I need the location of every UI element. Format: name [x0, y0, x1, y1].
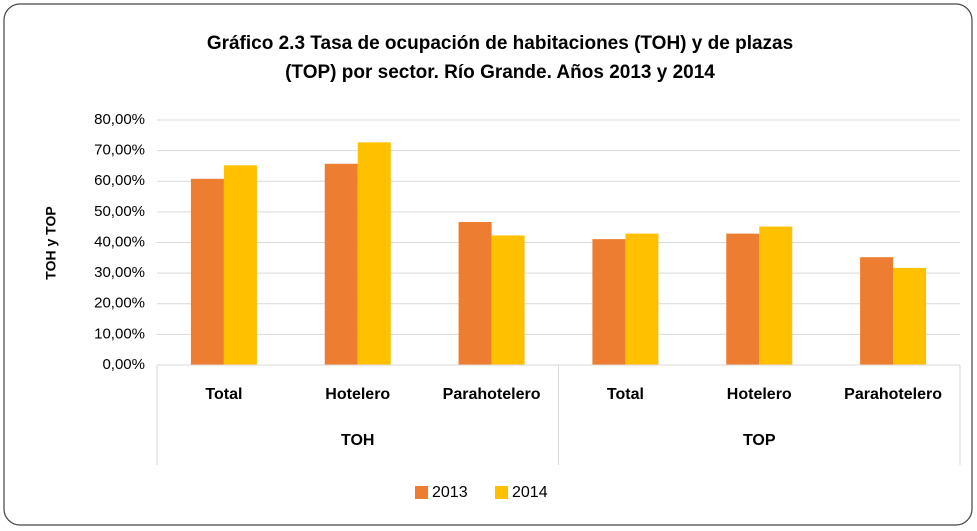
y-tick-label: 10,00%: [94, 325, 145, 342]
y-tick-label: 70,00%: [94, 142, 145, 159]
bar: [592, 239, 626, 365]
legend-label: 2013: [432, 484, 468, 501]
y-tick-label: 80,00%: [94, 111, 145, 128]
x-tick-label: Hotelero: [727, 386, 792, 403]
y-tick-label: 20,00%: [94, 295, 145, 312]
y-tick-label: 30,00%: [94, 264, 145, 281]
legend-swatch: [415, 486, 428, 499]
x-tick-label: Total: [205, 386, 242, 403]
bar: [625, 233, 659, 365]
group-label: TOP: [743, 432, 776, 449]
x-tick-label: Parahotelero: [844, 386, 942, 403]
bar: [223, 165, 257, 365]
bar: [357, 142, 391, 365]
bar: [759, 226, 793, 365]
y-tick-label: 60,00%: [94, 172, 145, 189]
chart-title: (TOP) por sector. Río Grande. Años 2013 …: [285, 62, 715, 83]
x-tick-label: Total: [607, 386, 644, 403]
y-tick-label: 0,00%: [102, 356, 145, 373]
bar: [190, 178, 224, 365]
x-tick-label: Hotelero: [325, 386, 390, 403]
bar: [893, 267, 927, 365]
y-axis-label: TOH y TOP: [43, 206, 59, 279]
bar: [324, 163, 358, 365]
group-label: TOH: [341, 432, 374, 449]
legend-swatch: [495, 486, 508, 499]
chart-title: Gráfico 2.3 Tasa de ocupación de habitac…: [207, 33, 793, 54]
y-tick-label: 50,00%: [94, 203, 145, 220]
bar: [458, 221, 492, 365]
bar: [726, 233, 760, 365]
bar: [860, 257, 894, 365]
bar: [491, 235, 525, 365]
x-tick-label: Parahotelero: [443, 386, 541, 403]
y-tick-label: 40,00%: [94, 233, 145, 250]
legend-label: 2014: [512, 484, 548, 501]
